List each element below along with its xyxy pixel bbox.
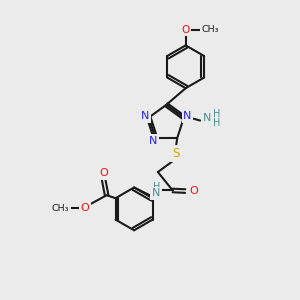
Text: N: N: [149, 136, 157, 146]
Text: H: H: [213, 118, 220, 128]
Text: CH₃: CH₃: [52, 204, 69, 213]
Text: H: H: [153, 182, 160, 192]
Text: CH₃: CH₃: [201, 25, 219, 34]
Text: N: N: [152, 188, 160, 198]
Text: H: H: [213, 109, 220, 119]
Text: N: N: [183, 111, 192, 121]
Text: N: N: [202, 113, 211, 123]
Text: O: O: [182, 25, 190, 35]
Text: N: N: [141, 111, 149, 121]
Text: S: S: [172, 147, 179, 160]
Text: O: O: [81, 203, 90, 213]
Text: O: O: [189, 186, 198, 196]
Text: O: O: [99, 168, 108, 178]
